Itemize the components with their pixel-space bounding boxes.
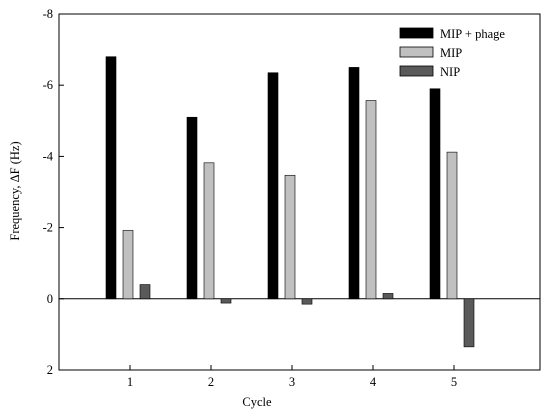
bar-mip-phage-cycle-2	[186, 116, 198, 300]
y-tick-label: -4	[43, 149, 54, 163]
x-axis-label: Cycle	[242, 395, 272, 409]
x-tick-label: 2	[208, 375, 214, 389]
bar-series	[105, 56, 475, 348]
legend-swatch-mip	[399, 46, 434, 58]
legend-label-mip: MIP	[440, 46, 462, 60]
x-tick-label: 5	[451, 375, 457, 389]
bar-mip-phage-cycle-1	[105, 56, 117, 300]
y-axis-label: Frequency, ΔF (Hz)	[8, 141, 22, 240]
bar-mip-phage-cycle-4	[348, 67, 360, 300]
legend: MIP + phage MIP NIP	[399, 27, 505, 79]
y-tick-label: 0	[47, 292, 53, 306]
y-tick-label: -2	[43, 221, 53, 235]
legend-label-mip-phage: MIP + phage	[440, 27, 505, 41]
legend-swatch-nip	[399, 65, 434, 77]
bar-mip-phage-cycle-5	[429, 88, 441, 300]
bar-nip-cycle-3	[301, 298, 313, 305]
bar-nip-cycle-5	[463, 298, 475, 348]
legend-swatch-mip-phage	[399, 27, 434, 39]
y-tick-label: 2	[47, 363, 53, 377]
x-tick-label: 1	[127, 375, 133, 389]
bar-mip-phage-cycle-3	[267, 72, 279, 300]
y-tick-label: -8	[43, 7, 53, 21]
bar-mip-cycle-1	[122, 230, 134, 300]
bar-mip-cycle-3	[284, 174, 296, 300]
x-tick-label: 3	[289, 375, 295, 389]
bar-nip-cycle-4	[382, 293, 394, 300]
bar-mip-cycle-2	[203, 162, 215, 300]
x-axis-ticks: 1 2 3 4 5	[127, 365, 457, 389]
bar-nip-cycle-1	[139, 284, 151, 300]
bar-nip-cycle-2	[220, 298, 232, 304]
y-tick-label: -6	[43, 78, 53, 92]
y-axis-ticks: -8 -6 -4 -2 0 2	[43, 7, 64, 377]
bar-mip-cycle-4	[365, 100, 377, 300]
x-tick-label: 4	[370, 375, 377, 389]
bar-mip-cycle-5	[446, 151, 458, 300]
legend-label-nip: NIP	[440, 65, 460, 79]
plot-frame	[58, 13, 541, 371]
